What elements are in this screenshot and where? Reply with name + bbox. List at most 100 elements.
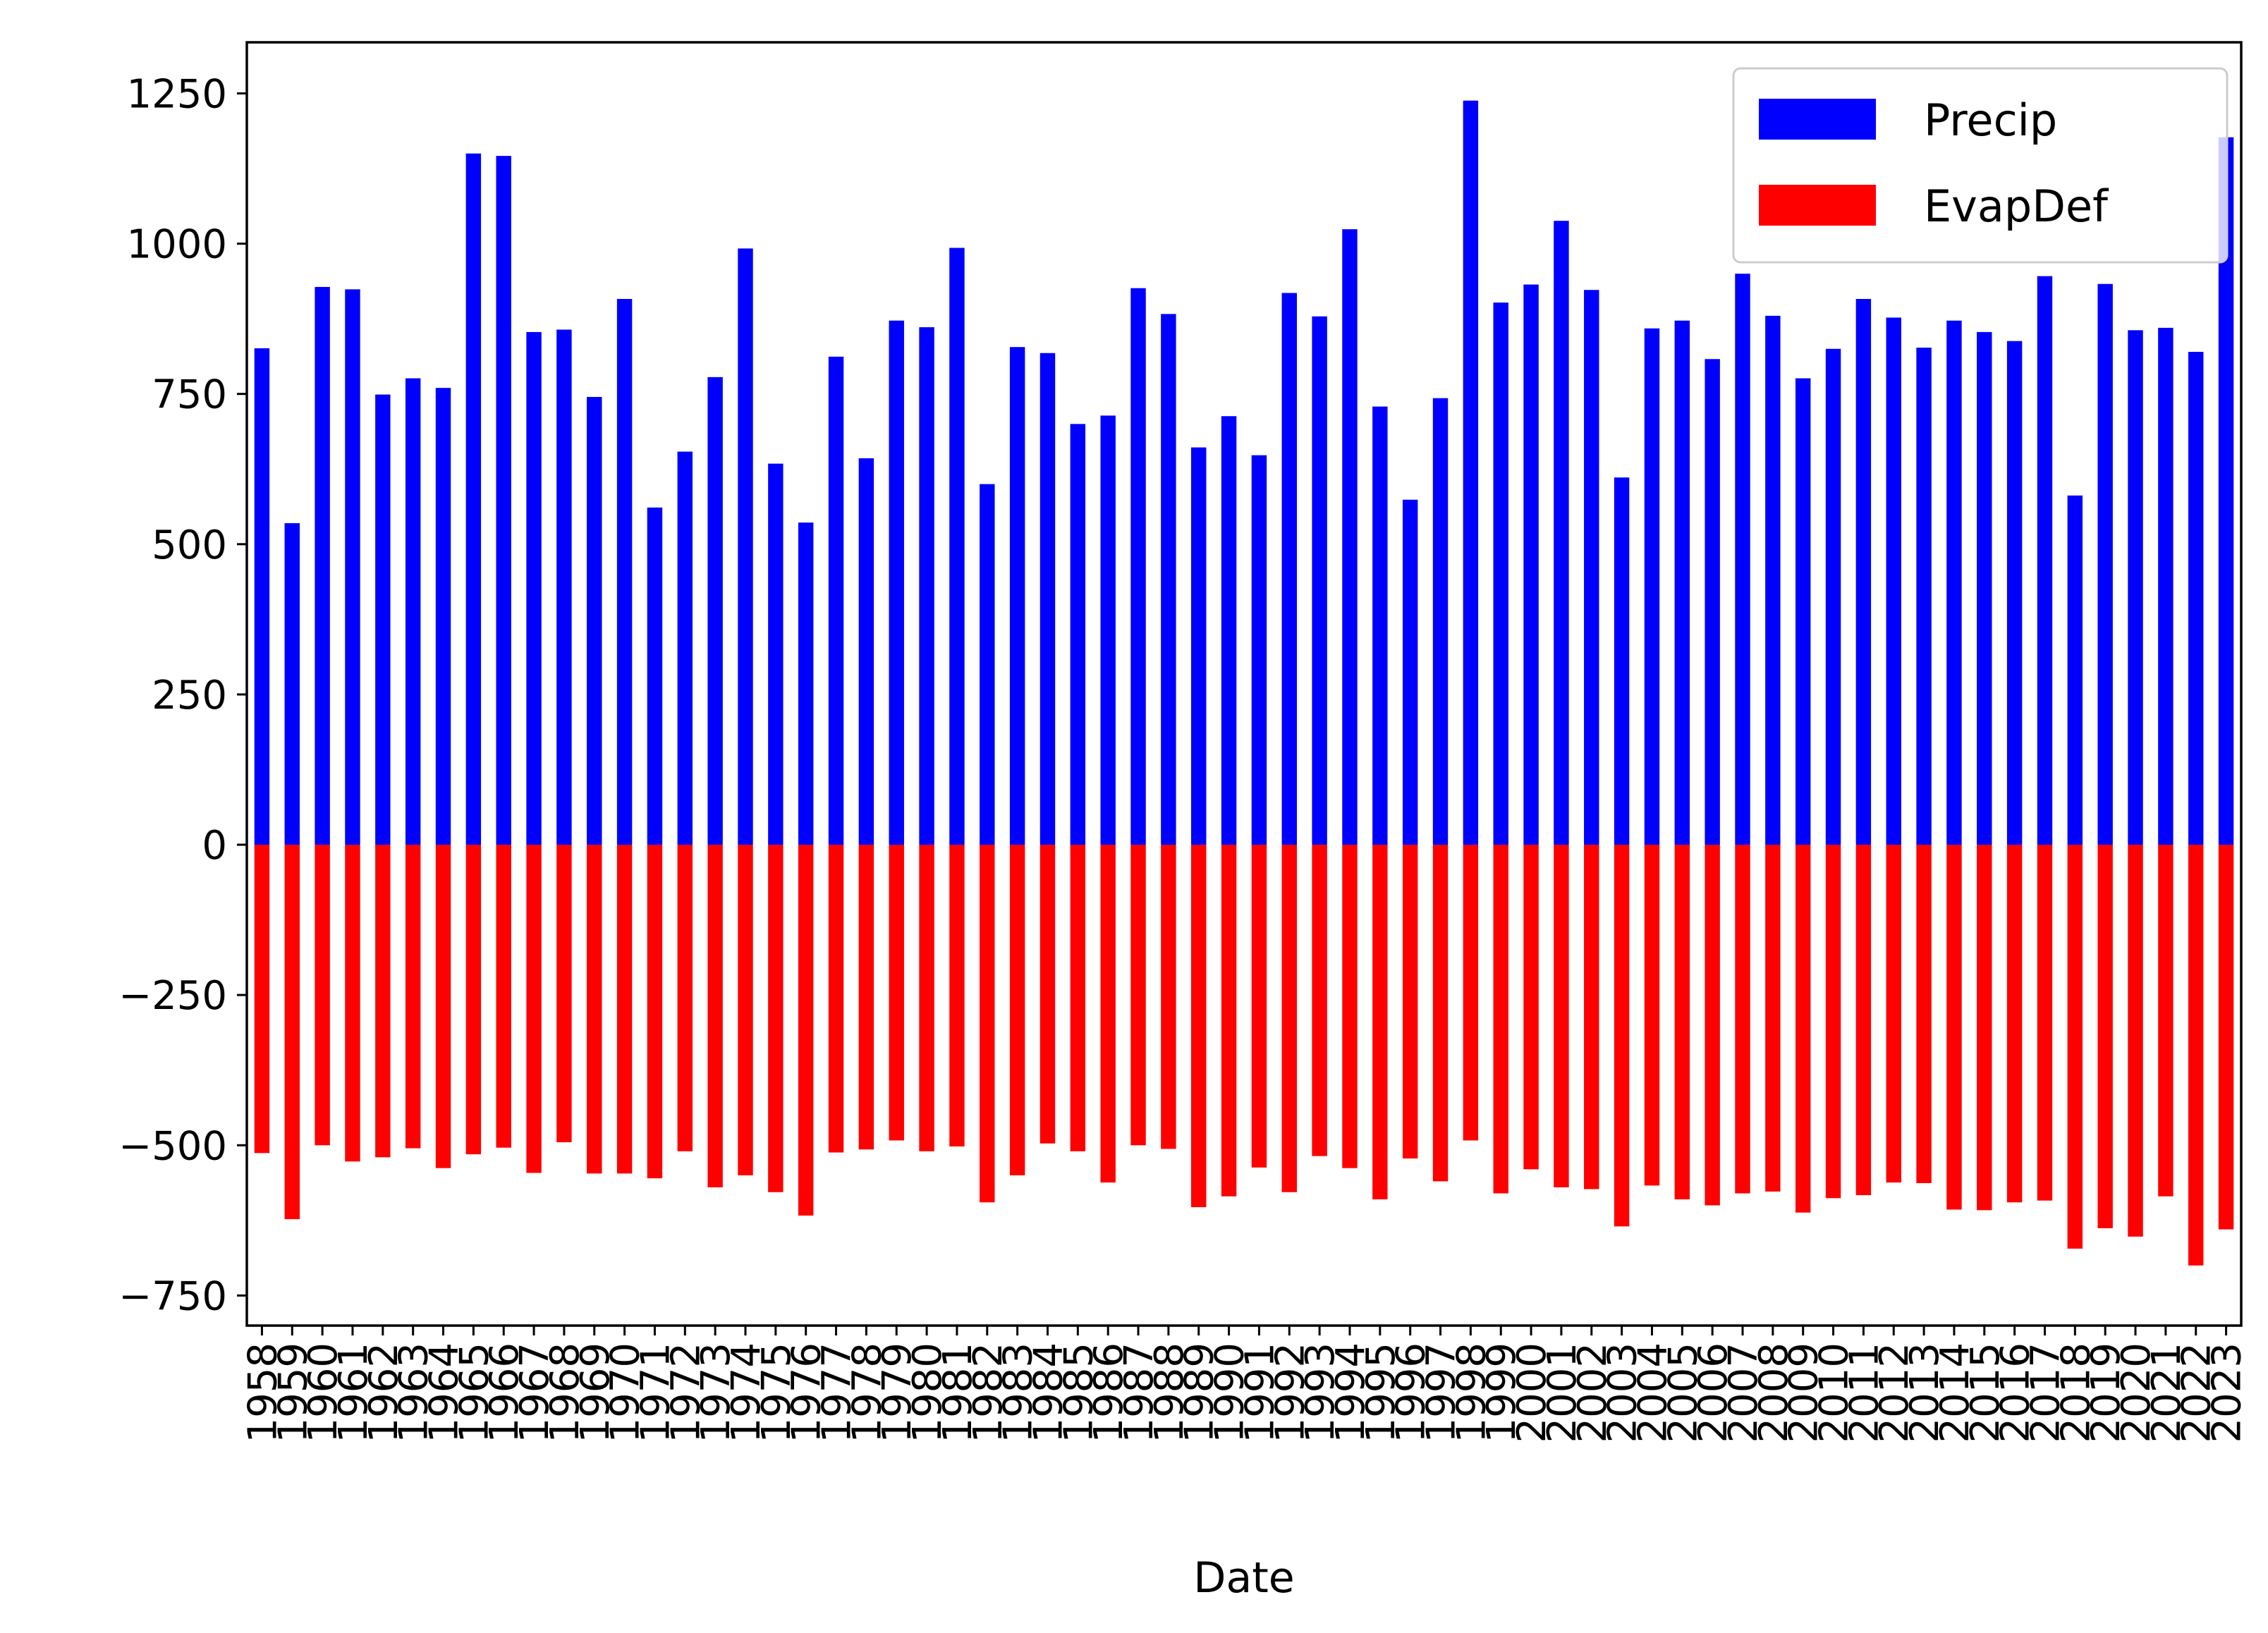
- bar-precip-1963: [405, 378, 421, 845]
- bar-evapdef-1970: [616, 845, 633, 1174]
- bar-evapdef-1989: [1191, 845, 1207, 1208]
- x-tick-label: 2006: [1690, 1343, 1736, 1443]
- y-tick-label: −500: [118, 1123, 227, 1169]
- bar-precip-2000: [1523, 284, 1539, 845]
- x-tick-label: 1993: [1298, 1343, 1343, 1443]
- bar-evapdef-1999: [1493, 845, 1508, 1194]
- x-tick-label: 1958: [240, 1343, 286, 1443]
- bar-precip-1978: [858, 458, 874, 845]
- bar-evapdef-1976: [798, 845, 814, 1216]
- bar-precip-1967: [526, 331, 542, 845]
- legend-label-precip: Precip: [1924, 94, 2057, 146]
- bar-precip-2006: [1705, 359, 1720, 845]
- bar-evapdef-1992: [1281, 845, 1297, 1192]
- bar-precip-1959: [284, 522, 300, 845]
- bar-evapdef-2021: [2158, 845, 2174, 1197]
- x-tick-label: 1996: [1389, 1343, 1434, 1443]
- bar-evapdef-1995: [1372, 845, 1388, 1199]
- bar-evapdef-2017: [2037, 845, 2053, 1201]
- bar-precip-1997: [1432, 398, 1449, 845]
- bar-precip-1966: [496, 156, 511, 845]
- x-tick-label: 1995: [1358, 1343, 1404, 1443]
- x-tick-label: 1970: [603, 1343, 649, 1443]
- bar-precip-1961: [345, 289, 360, 845]
- x-tick-label: 1960: [300, 1343, 346, 1443]
- bar-evapdef-1967: [526, 845, 542, 1173]
- bar-precip-1993: [1312, 316, 1327, 845]
- x-tick-label: 2011: [1841, 1343, 1887, 1443]
- bar-precip-2017: [2037, 276, 2053, 845]
- bar-precip-1988: [1161, 314, 1176, 845]
- bar-evapdef-1984: [1040, 845, 1056, 1144]
- legend-label-evapdef: EvapDef: [1924, 181, 2109, 232]
- x-tick-label: 1980: [905, 1343, 951, 1443]
- bar-evapdef-1963: [405, 845, 421, 1149]
- x-tick-label: 1974: [724, 1343, 769, 1443]
- x-tick-label: 1986: [1086, 1343, 1132, 1443]
- bar-evapdef-1991: [1251, 845, 1267, 1168]
- bar-precip-2008: [1765, 315, 1781, 845]
- x-tick-label: 2010: [1812, 1343, 1858, 1443]
- bar-precip-1972: [677, 451, 693, 845]
- y-axis: −750 −500 −250 0 250 500 750 1000 1250: [118, 71, 247, 1319]
- x-tick-label: 1966: [482, 1343, 528, 1443]
- x-tick-label: 2005: [1660, 1343, 1706, 1443]
- bar-evapdef-2012: [1886, 845, 1901, 1183]
- bar-evapdef-2004: [1644, 845, 1660, 1186]
- x-tick-label: 1985: [1056, 1343, 1102, 1443]
- bar-precip-2015: [1977, 331, 1992, 845]
- bar-evapdef-1964: [435, 845, 451, 1168]
- bar-precip-1977: [828, 356, 844, 845]
- bar-evapdef-1996: [1402, 845, 1418, 1159]
- bar-evapdef-1994: [1342, 845, 1358, 1168]
- bar-evapdef-1975: [768, 845, 784, 1192]
- x-tick-label: 2009: [1781, 1343, 1827, 1443]
- bar-evapdef-1974: [738, 845, 753, 1175]
- x-tick-label: 1978: [844, 1343, 890, 1443]
- x-tick-label: 1963: [391, 1343, 437, 1443]
- bar-precip-1989: [1191, 447, 1207, 845]
- bar-evapdef-2010: [1825, 845, 1841, 1199]
- x-axis-label: Date: [1193, 1553, 1294, 1603]
- x-tick-label: 1962: [361, 1343, 407, 1443]
- y-tick-label: −250: [118, 973, 227, 1019]
- x-tick-label: 1987: [1116, 1343, 1162, 1443]
- bar-evapdef-1980: [919, 845, 934, 1151]
- x-tick-label: 1976: [784, 1343, 830, 1443]
- bar-evapdef-1982: [980, 845, 995, 1203]
- x-tick-label: 1979: [874, 1343, 920, 1443]
- y-tick-label: 1250: [126, 71, 227, 117]
- bar-evapdef-2011: [1855, 845, 1872, 1196]
- x-tick-label: 1973: [693, 1343, 739, 1443]
- x-tick-label: 1991: [1237, 1343, 1283, 1443]
- bar-evapdef-1983: [1009, 845, 1025, 1175]
- legend-swatch-precip: [1759, 99, 1876, 140]
- bar-precip-2003: [1614, 477, 1630, 845]
- bar-precip-1982: [980, 484, 995, 845]
- bar-evapdef-1998: [1463, 845, 1479, 1141]
- x-tick-label: 2000: [1509, 1343, 1555, 1443]
- x-tick-label: 1981: [935, 1343, 981, 1443]
- x-tick-label: 1988: [1147, 1343, 1193, 1443]
- bar-precip-1964: [435, 388, 451, 845]
- x-tick-label: 1964: [422, 1343, 468, 1443]
- x-tick-label: 2018: [2053, 1343, 2099, 1443]
- x-tick-label: 1990: [1207, 1343, 1253, 1443]
- y-tick-label: 0: [202, 823, 227, 869]
- x-tick-label: 1969: [573, 1343, 618, 1443]
- x-tick-label: 1989: [1177, 1343, 1223, 1443]
- bar-precip-1969: [587, 396, 602, 845]
- bar-precip-2011: [1855, 299, 1872, 845]
- x-tick-label: 2022: [2174, 1343, 2220, 1443]
- x-tick-label: 1971: [633, 1343, 678, 1443]
- x-tick-label: 1961: [331, 1343, 377, 1443]
- bar-precip-1980: [919, 327, 934, 845]
- bar-evapdef-2014: [1946, 845, 1962, 1210]
- x-tick-label: 1984: [1025, 1343, 1071, 1443]
- x-tick-label: 2004: [1630, 1343, 1676, 1443]
- bar-precip-1996: [1402, 499, 1418, 845]
- x-tick-label: 1982: [965, 1343, 1011, 1443]
- bar-evapdef-1973: [707, 845, 723, 1187]
- y-tick-label: 500: [152, 522, 227, 568]
